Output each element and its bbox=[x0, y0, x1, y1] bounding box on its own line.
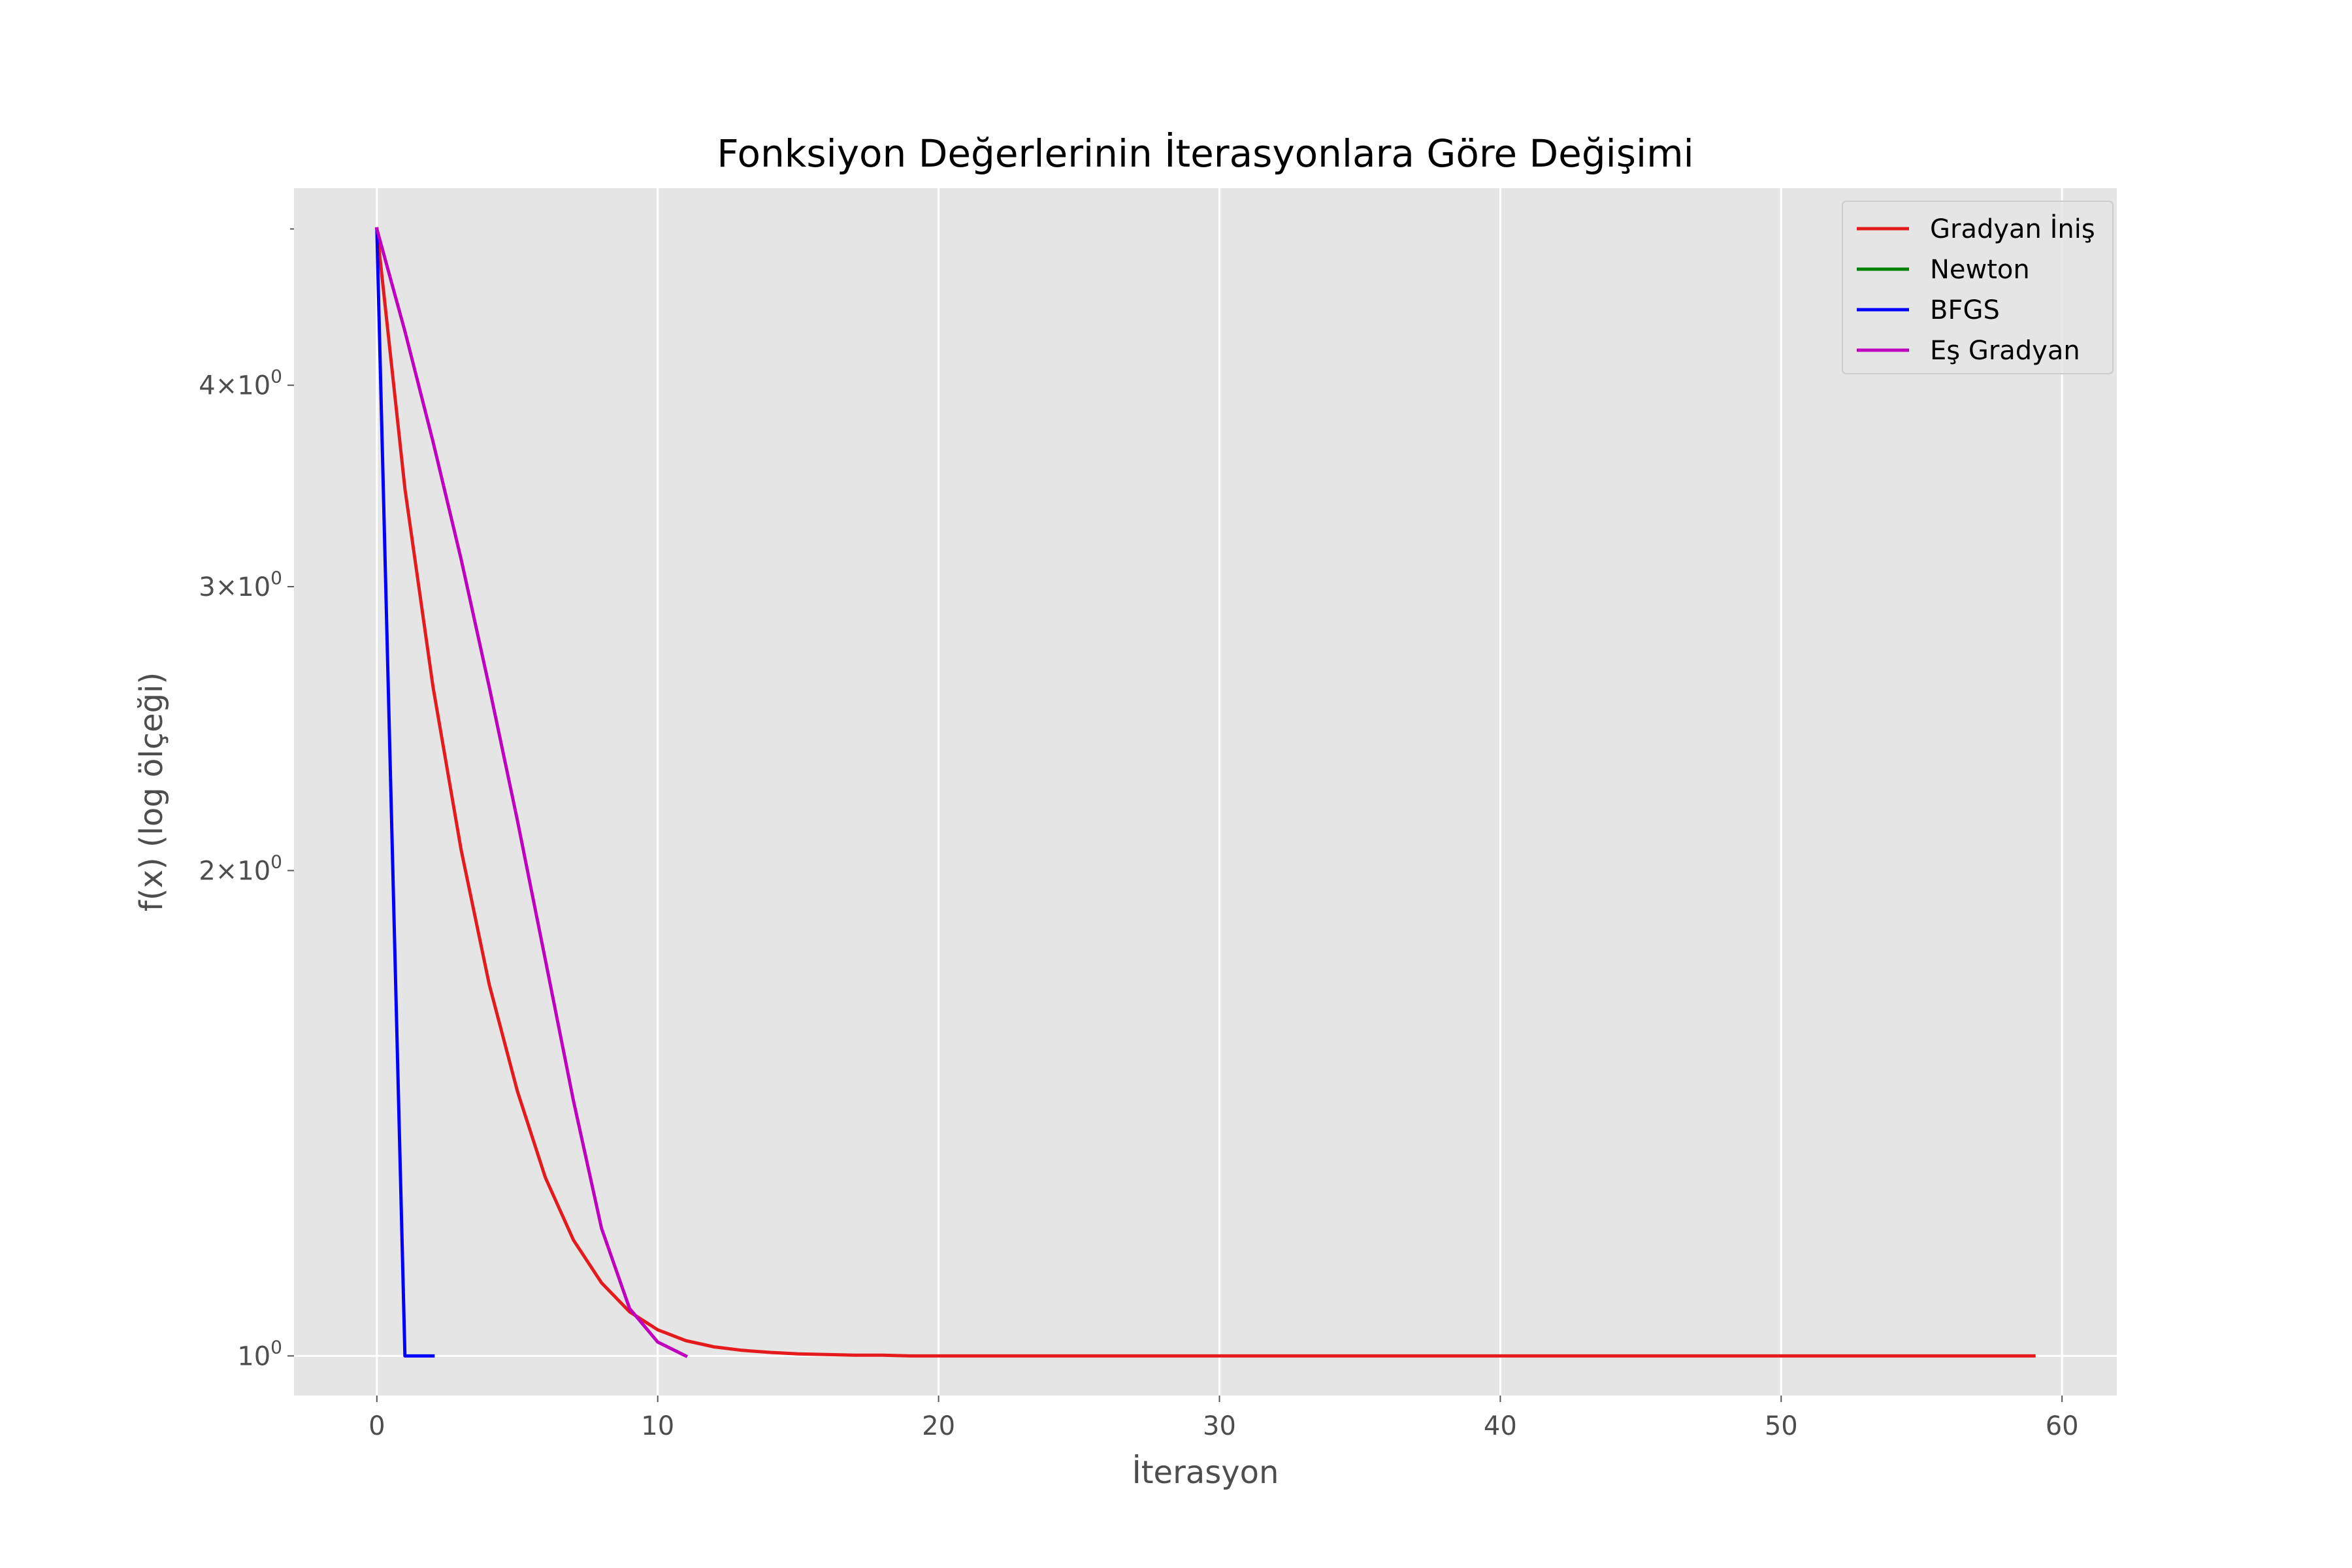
x-tick-label: 0 bbox=[368, 1411, 385, 1441]
data-series bbox=[374, 227, 2036, 1358]
y-tick-label: 2×100 bbox=[199, 851, 282, 886]
x-tick-label: 60 bbox=[2046, 1411, 2079, 1441]
legend-label: Gradyan İniş bbox=[1930, 213, 2095, 244]
y-tick-label: 100 bbox=[237, 1336, 282, 1371]
legend-label: Eş Gradyan bbox=[1930, 336, 2080, 366]
legend: Gradyan İniş Newton BFGS Eş Gradyan bbox=[1842, 201, 2114, 374]
x-tick-label: 10 bbox=[641, 1411, 674, 1441]
y-tick-label: 3×100 bbox=[199, 567, 282, 602]
x-tick-label: 40 bbox=[1484, 1411, 1517, 1441]
y-tick-label: 4×100 bbox=[199, 366, 282, 401]
series-line bbox=[375, 227, 435, 1358]
chart-title: Fonksiyon Değerlerinin İterasyonlara Gör… bbox=[717, 131, 1694, 176]
y-axis-label: f(x) (log ölçeği) bbox=[133, 672, 170, 911]
legend-label: BFGS bbox=[1930, 295, 2000, 325]
series-line bbox=[375, 227, 2036, 1358]
plot-area bbox=[294, 188, 2117, 1396]
legend-label: Newton bbox=[1930, 255, 2030, 285]
series-line bbox=[374, 227, 689, 1358]
x-axis-label: İterasyon bbox=[1132, 1454, 1279, 1491]
legend-box bbox=[1842, 201, 2114, 374]
x-tick-label: 30 bbox=[1203, 1411, 1236, 1441]
x-tick-label: 50 bbox=[1765, 1411, 1798, 1441]
axis-ticks: 0 10 20 30 40 50 60 100 2×100 3×100 4×100 bbox=[199, 228, 2079, 1441]
x-tick-label: 20 bbox=[922, 1411, 955, 1441]
